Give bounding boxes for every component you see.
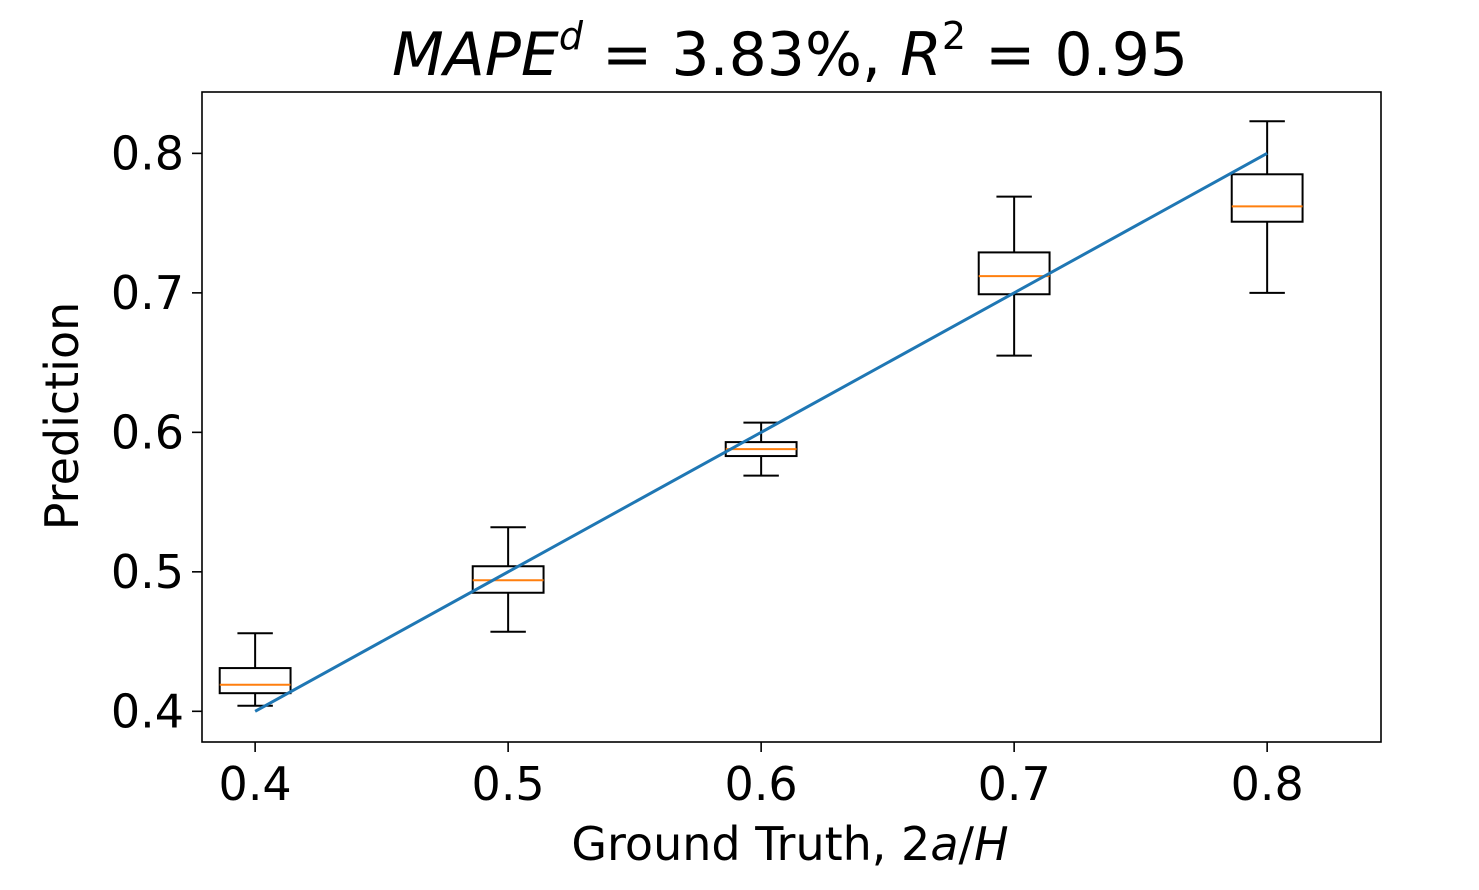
title-metric2-name: R: [900, 20, 942, 90]
y-tick-label-4: 0.8: [111, 126, 184, 180]
x-axis-label: Ground Truth, 2a/H: [571, 817, 1008, 871]
x-tick-label-3: 0.7: [978, 757, 1051, 811]
y-tick-label-0: 0.4: [111, 684, 184, 738]
x-tick-label-4: 0.8: [1231, 757, 1304, 811]
x-tick-label-0: 0.4: [219, 757, 292, 811]
box-4: [1230, 120, 1304, 294]
y-axis-label: Prediction: [35, 302, 89, 531]
box-body-0: [218, 667, 292, 695]
box-body-3: [977, 251, 1051, 296]
plot-frame: [201, 91, 1382, 743]
title-metric1-value: = 3.83%,: [583, 20, 900, 90]
box-body-4: [1230, 173, 1304, 223]
x-tick-label-2: 0.6: [725, 757, 798, 811]
x-label-H: H: [974, 817, 1009, 871]
box-3: [977, 195, 1051, 357]
title-metric2-sup: 2: [942, 14, 966, 58]
chart-title: MAPEd = 3.83%, R2 = 0.95: [392, 14, 1188, 90]
x-label-prefix: Ground Truth, 2: [571, 817, 930, 871]
y-tick-label-3: 0.7: [111, 266, 184, 320]
x-label-slash: /: [959, 817, 975, 871]
y-tick-label-2: 0.6: [111, 405, 184, 459]
title-metric2-value: = 0.95: [966, 20, 1188, 90]
box-2: [724, 421, 798, 477]
y-axis-ticks: 0.4 0.5 0.6 0.7 0.8: [111, 126, 202, 738]
box-0: [218, 632, 292, 707]
y-tick-label-1: 0.5: [111, 545, 184, 599]
x-tick-label-1: 0.5: [472, 757, 545, 811]
x-axis-ticks: 0.4 0.5 0.6 0.7 0.8: [219, 742, 1304, 811]
title-metric1-name: MAPE: [392, 20, 559, 90]
box-1: [471, 526, 545, 633]
box-series: [218, 120, 1304, 707]
x-label-a: a: [930, 817, 958, 871]
title-metric1-sup: d: [559, 14, 584, 58]
reference-line-group: [254, 152, 1268, 713]
reference-line: [254, 152, 1268, 713]
